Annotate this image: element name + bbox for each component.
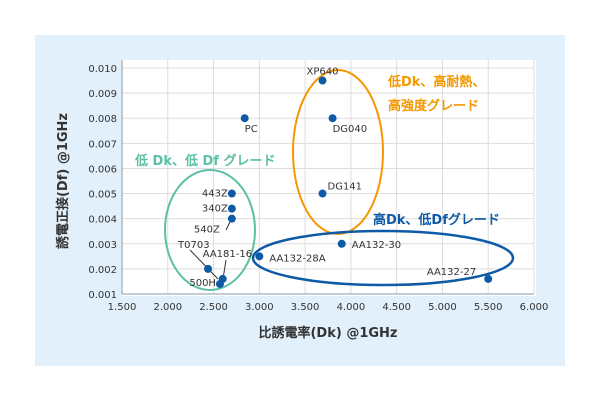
y-tick-label: 0.008	[88, 114, 117, 125]
data-point	[227, 214, 236, 223]
x-tick-label: 2.000	[153, 302, 182, 313]
annotation-ellipse-blue	[251, 229, 515, 287]
data-point	[204, 264, 213, 273]
data-point	[337, 239, 346, 248]
x-tick-label: 2.500	[199, 302, 228, 313]
data-point	[484, 274, 493, 283]
annotation-label-green: 低 Dk、低 Df グレード	[134, 153, 275, 169]
data-label: DG141	[328, 182, 363, 193]
annotation-label-blue: 高Dk、低Dfグレード	[373, 212, 500, 228]
data-point	[227, 204, 236, 213]
data-label: PC	[245, 124, 258, 135]
x-tick-label: 4.000	[337, 302, 366, 313]
y-tick-label: 0.006	[88, 164, 117, 175]
data-label: 500H	[189, 278, 216, 289]
x-tick-label: 4.500	[382, 302, 411, 313]
data-point	[215, 279, 224, 288]
data-point	[318, 189, 327, 198]
y-tick-label: 0.007	[88, 139, 117, 150]
y-tick-label: 0.001	[88, 290, 117, 301]
y-tick-label: 0.003	[88, 240, 117, 251]
annotation-label-orange: 低Dk、高耐熱、	[387, 74, 485, 90]
x-tick-label: 6.000	[520, 302, 549, 313]
data-point	[328, 114, 337, 123]
data-label: AA132-30	[352, 240, 401, 251]
data-label: AA181-16	[203, 249, 252, 260]
data-point	[227, 189, 236, 198]
data-label: AA132-27	[427, 267, 476, 278]
y-tick-label: 0.002	[88, 265, 117, 276]
annotation-label-orange-2: 高強度グレード	[388, 98, 479, 114]
leader-line	[189, 249, 219, 280]
plot-area	[122, 60, 536, 296]
data-label: AA132-28A	[269, 253, 325, 264]
x-axis-title: 比誘電率(Dk) @1GHz	[258, 325, 397, 341]
annotation-ellipse-green	[164, 169, 256, 291]
x-tick-label: 3.500	[291, 302, 320, 313]
y-tick-label: 0.009	[88, 89, 117, 100]
y-tick-label: 0.004	[88, 215, 117, 226]
data-label: 540Z	[194, 225, 220, 236]
scatter-chart: 1.500 2.000 2.500 3.000 3.500 4.000 4.500 5.000…	[55, 60, 549, 341]
y-axis-title: 誘電正接(Df) @1GHz	[55, 113, 71, 249]
data-label: T0703	[177, 240, 210, 251]
x-tick-label: 1.500	[108, 302, 137, 313]
data-label: 443Z	[202, 189, 228, 200]
y-tick-label: 0.005	[88, 190, 117, 201]
x-tick-label: 5.500	[474, 302, 503, 313]
data-point	[240, 114, 249, 123]
chart-panel: 1.500 2.000 2.500 3.000 3.500 4.000 4.500 5.000…	[35, 35, 565, 366]
data-label: DG040	[333, 124, 368, 135]
data-label: 340Z	[202, 204, 228, 215]
x-tick-label: 5.000	[428, 302, 457, 313]
data-point	[318, 76, 327, 85]
data-label: XP640	[307, 67, 339, 78]
data-point	[255, 252, 264, 261]
x-tick-label: 3.000	[245, 302, 274, 313]
annotation-ellipse-orange	[292, 69, 384, 235]
y-tick-label: 0.010	[88, 64, 117, 75]
